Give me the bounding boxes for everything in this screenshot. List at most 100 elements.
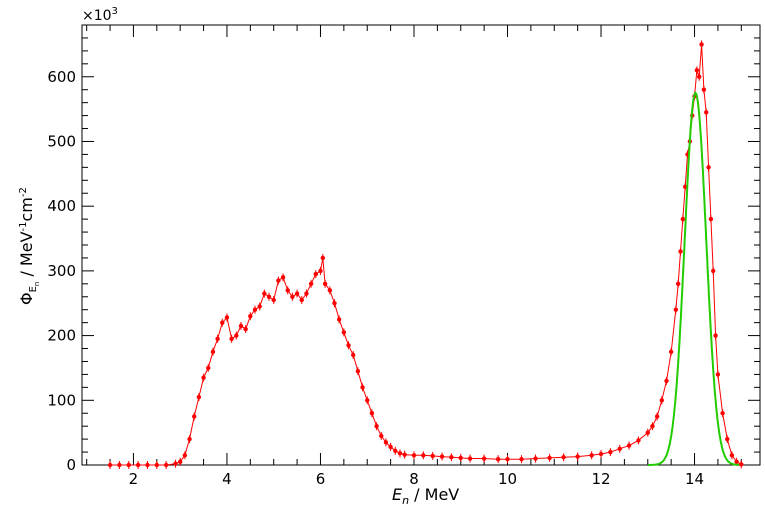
x-tick-label: 4: [222, 470, 232, 488]
data-point: [107, 462, 113, 468]
data-point: [341, 330, 347, 335]
data-point: [206, 365, 211, 371]
data-point: [135, 462, 141, 468]
data-point: [704, 110, 709, 115]
data-point: [659, 398, 665, 403]
data-point: [734, 459, 739, 464]
data-point: [322, 281, 328, 287]
data-point: [589, 453, 594, 458]
data-point: [383, 440, 389, 445]
data-point: [224, 315, 230, 320]
gaussian-fit-curve: [647, 91, 739, 466]
data-point: [248, 313, 253, 319]
y-tick-label: 200: [47, 327, 76, 345]
data-point: [680, 216, 686, 222]
data-point: [729, 453, 735, 458]
data-point: [320, 255, 326, 261]
data-point: [481, 456, 487, 461]
data-point: [694, 68, 700, 73]
data-point: [725, 436, 730, 442]
x-tick-label: 8: [409, 470, 419, 488]
data-point: [701, 87, 707, 92]
data-point: [360, 385, 365, 390]
data-point: [608, 449, 613, 455]
data-point: [668, 349, 674, 354]
measured-line: [110, 44, 742, 466]
data-point: [369, 411, 375, 416]
data-point: [365, 398, 370, 403]
data-point: [388, 444, 393, 450]
data-point: [177, 459, 183, 464]
data-point: [252, 307, 258, 312]
data-point: [187, 436, 192, 442]
data-point: [379, 433, 384, 439]
data-point: [182, 453, 188, 458]
data-point: [234, 333, 239, 338]
data-point: [285, 288, 290, 293]
y-tick-label: 100: [47, 391, 76, 409]
data-point: [220, 320, 225, 325]
measured-spectrum-line: [110, 44, 742, 466]
data-point: [299, 297, 304, 303]
data-point: [304, 291, 309, 296]
x-tick-label: 10: [498, 470, 517, 488]
data-point: [673, 307, 679, 312]
data-point: [332, 301, 337, 306]
data-point: [713, 333, 718, 338]
data-point: [706, 165, 711, 170]
data-point: [243, 326, 248, 332]
x-tick-label: 6: [316, 470, 326, 488]
y-tick-label: 500: [47, 132, 76, 150]
data-point: [271, 297, 276, 303]
data-point: [430, 453, 435, 459]
data-point: [421, 453, 426, 458]
y-axis-title: ΦEn / MeV-1cm-2: [17, 187, 41, 305]
data-point: [266, 294, 272, 299]
data-point: [617, 446, 622, 452]
y-tick-label: 400: [47, 197, 76, 215]
data-point: [675, 281, 681, 287]
data-point: [308, 281, 314, 287]
data-point: [697, 74, 702, 79]
data-point: [645, 430, 650, 435]
data-point: [280, 275, 286, 280]
plot-frame: [81, 24, 761, 466]
data-point: [411, 453, 417, 458]
plot-border: [81, 24, 761, 466]
y-multiplier: ×103: [82, 6, 118, 24]
data-point: [467, 456, 473, 461]
data-point: [495, 456, 501, 462]
data-point: [318, 268, 323, 274]
data-point: [598, 451, 604, 457]
data-point: [374, 423, 379, 429]
data-point: [336, 317, 342, 322]
data-point: [327, 288, 333, 293]
data-point: [739, 462, 744, 467]
data-point: [229, 336, 234, 342]
data-point: [715, 372, 721, 377]
data-point: [210, 349, 216, 354]
fit-line: [647, 91, 739, 466]
data-point: [664, 378, 669, 384]
data-point: [561, 455, 566, 460]
data-point: [575, 454, 580, 459]
data-point: [699, 42, 704, 47]
data-point: [126, 462, 131, 468]
x-tick-label: 14: [685, 470, 704, 488]
data-point: [449, 455, 454, 460]
data-point: [711, 268, 716, 274]
data-point: [276, 278, 281, 283]
data-point: [294, 291, 300, 296]
data-point: [257, 304, 262, 309]
data-point: [547, 455, 552, 461]
data-point: [402, 452, 407, 457]
data-point: [351, 352, 356, 358]
data-point: [192, 414, 197, 419]
data-point: [117, 462, 122, 468]
data-point: [290, 294, 295, 299]
y-axis-ticks: 0 100 200 300 400 500 600: [47, 24, 760, 474]
y-tick-label: 0: [66, 456, 76, 474]
data-point: [145, 462, 150, 468]
data-point: [393, 448, 398, 453]
data-point: [636, 438, 641, 443]
